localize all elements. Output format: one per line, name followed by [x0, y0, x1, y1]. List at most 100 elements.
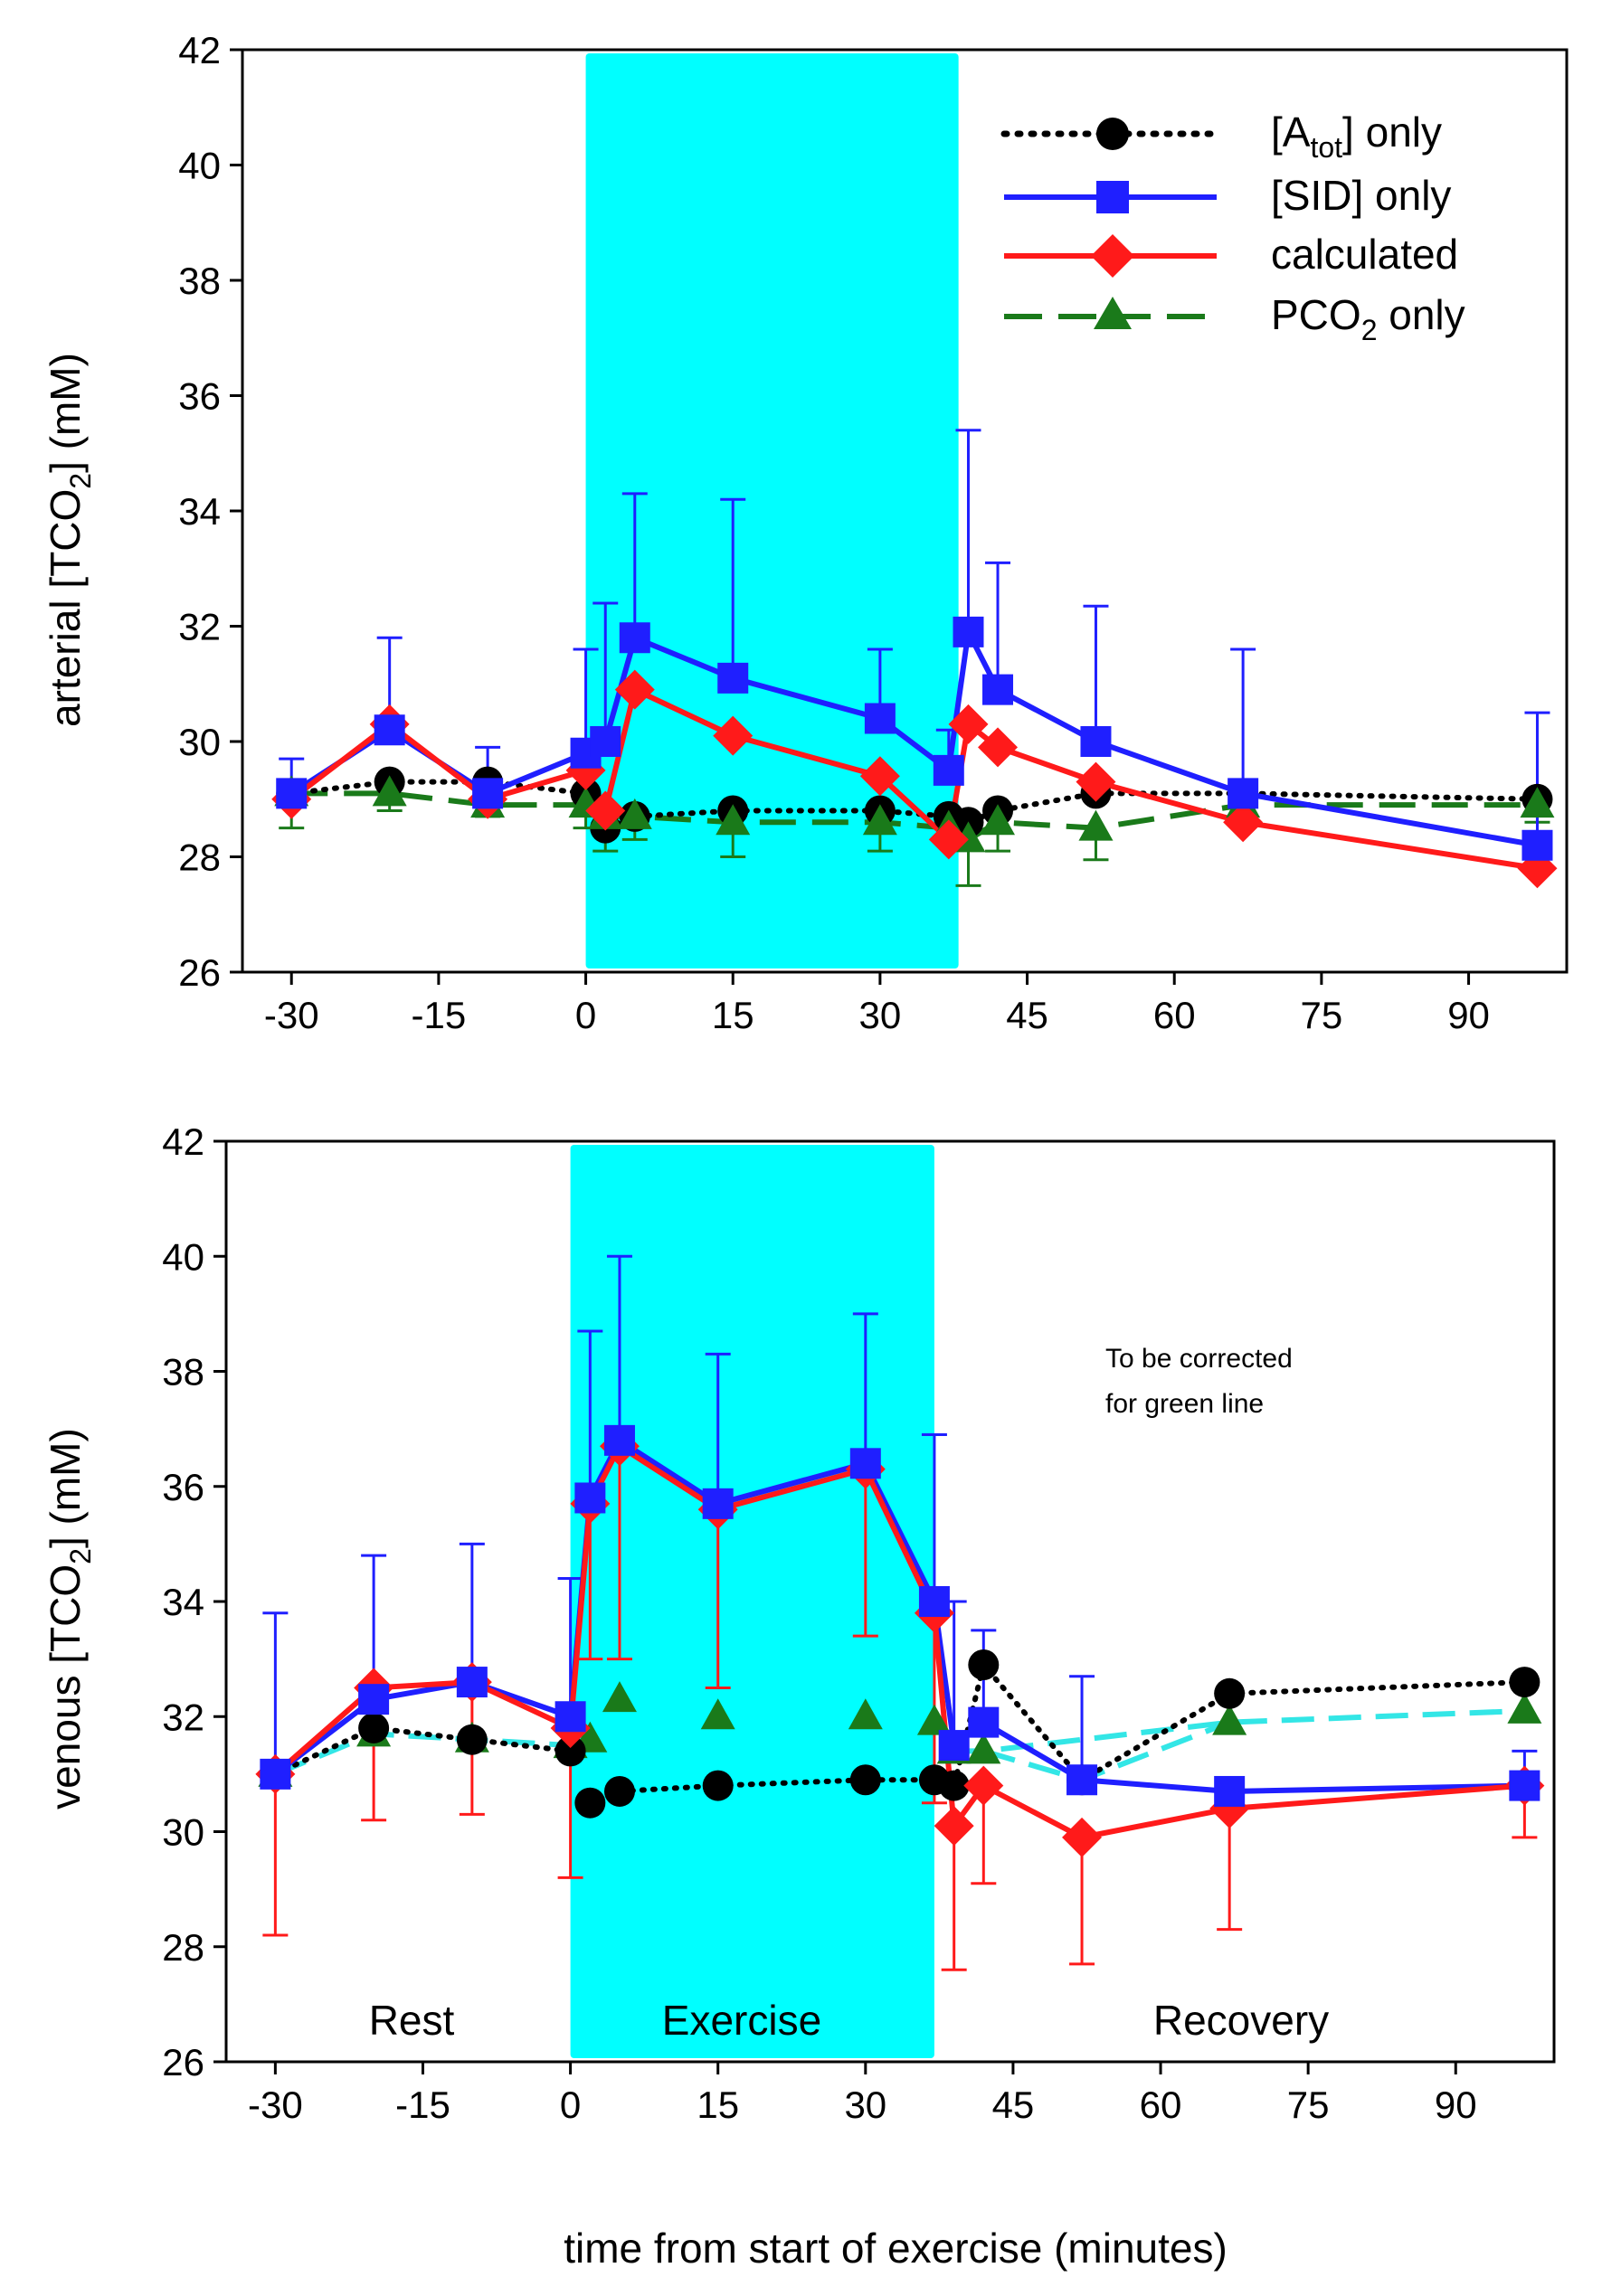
arterial-pco2-point — [1520, 787, 1555, 818]
arterial-pco2-point — [617, 798, 652, 829]
arterial-calc-line — [289, 686, 1538, 872]
arterial-sid-point — [619, 622, 650, 654]
annotation-note-line-2: for green line — [1105, 1389, 1264, 1419]
venous-y-axis-label: venous [TCO2] (mM) — [42, 1428, 97, 1809]
arterial-y-tick-label: 38 — [178, 260, 221, 302]
arterial-y-tick-label: 40 — [178, 145, 221, 187]
venous-x-tick-label: 60 — [1140, 2083, 1182, 2126]
venous-sid-point — [456, 1667, 488, 1698]
arterial-atot-line — [289, 779, 1540, 832]
phase-label-recovery: Recovery — [1153, 1997, 1329, 2044]
arterial-pco2-point — [1078, 809, 1114, 841]
arterial-x-ticks: -30 -15 0 15 30 45 60 75 90 — [264, 972, 1490, 1036]
phase-label-rest: Rest — [369, 1997, 455, 2044]
arterial-x-tick-label: 45 — [1006, 994, 1048, 1036]
arterial-calc-point — [859, 756, 900, 797]
venous-y-ticks: 26 28 30 32 34 36 38 40 42 — [162, 1120, 226, 2083]
arterial-x-tick-label: -30 — [264, 994, 319, 1036]
venous-calc-point — [963, 1765, 1004, 1806]
legend-pco2-marker — [1094, 297, 1132, 329]
arterial-sid-point — [1521, 829, 1553, 861]
venous-y-tick-label: 36 — [162, 1466, 204, 1508]
arterial-y-tick-label: 26 — [178, 951, 221, 994]
venous-sid-point — [918, 1586, 950, 1617]
venous-sid-point — [260, 1758, 291, 1790]
venous-atot-point — [603, 1775, 635, 1807]
venous-y-tick-label: 28 — [162, 1926, 204, 1969]
venous-sid-point — [968, 1706, 1000, 1738]
arterial-calc-point — [1223, 802, 1264, 843]
arterial-x-tick-label: 30 — [859, 994, 902, 1036]
venous-x-tick-label: 15 — [697, 2083, 739, 2126]
arterial-y-tick-label: 42 — [178, 29, 221, 71]
venous-y-tick-label: 42 — [162, 1120, 204, 1163]
venous-series-layer — [255, 1254, 1545, 1971]
venous-y-tick-label: 26 — [162, 2041, 204, 2083]
venous-x-tick-label: 0 — [560, 2083, 581, 2126]
arterial-calc-point — [928, 819, 969, 860]
arterial-y-tick-label: 32 — [178, 606, 221, 648]
phase-label-exercise: Exercise — [662, 1997, 821, 2044]
venous-sid-point — [574, 1482, 606, 1514]
arterial-sid-point — [864, 703, 896, 734]
venous-pco2-point — [1212, 1704, 1247, 1735]
arterial-calc-point — [948, 704, 989, 744]
venous-calc-point — [1062, 1817, 1103, 1857]
venous-pco2-point — [848, 1698, 883, 1730]
arterial-pco2-point — [716, 804, 751, 836]
venous-x-tick-label: -15 — [395, 2083, 450, 2126]
venous-sid-point — [603, 1424, 635, 1456]
arterial-y-tick-label: 30 — [178, 721, 221, 763]
legend-atot-marker — [1096, 118, 1129, 150]
venous-sid-point — [1214, 1775, 1246, 1807]
arterial-sid-line — [289, 628, 1538, 848]
arterial-pco2-point — [372, 775, 407, 807]
legend-atot-label: [Atot] only — [1271, 109, 1442, 164]
arterial-y-tick-label: 34 — [178, 490, 221, 533]
exercise-band-arterial — [585, 53, 959, 968]
legend-item-atot: [Atot] only — [1000, 109, 1442, 164]
arterial-sid-point — [717, 662, 749, 694]
arterial-series-layer — [271, 429, 1558, 889]
arterial-calc-point — [1076, 761, 1116, 802]
arterial-x-tick-label: 90 — [1447, 994, 1490, 1036]
venous-pco2-point — [700, 1698, 735, 1730]
arterial-y-ticks: 26 28 30 32 34 36 38 40 42 — [178, 29, 242, 994]
venous-x-tick-label: -30 — [248, 2083, 303, 2126]
venous-pco2-point — [916, 1704, 952, 1735]
arterial-y-tick-label: 28 — [178, 836, 221, 879]
arterial-sid-point — [472, 778, 504, 809]
arterial-calc-point — [978, 727, 1019, 768]
venous-pco2-point — [602, 1681, 637, 1713]
venous-panel: 26 28 30 32 34 36 38 40 42 -30 -15 0 15 30 45 60 75 90 v… — [42, 1120, 1556, 2272]
arterial-sid-point — [276, 778, 308, 809]
legend-sid-marker — [1096, 181, 1129, 213]
venous-atot-point — [968, 1649, 1000, 1680]
venous-atot-point — [574, 1787, 606, 1819]
legend-item-calc: calculated — [1004, 231, 1458, 278]
venous-sid-point — [1066, 1764, 1098, 1796]
venous-x-tick-label: 45 — [992, 2083, 1035, 2126]
arterial-sid-point — [982, 674, 1014, 705]
venous-atot-point — [849, 1764, 881, 1796]
arterial-y-tick-label: 36 — [178, 375, 221, 418]
annotation-note-line-1: To be corrected — [1105, 1344, 1293, 1374]
arterial-x-tick-label: 60 — [1153, 994, 1196, 1036]
venous-calc-line — [273, 1443, 1525, 1840]
arterial-x-tick-label: 75 — [1301, 994, 1343, 1036]
venous-y-tick-label: 32 — [162, 1696, 204, 1738]
legend-calc-marker — [1091, 234, 1134, 278]
venous-x-tick-label: 75 — [1287, 2083, 1330, 2126]
legend-item-pco2: PCO2 only — [1004, 291, 1465, 346]
venous-atot-point — [1509, 1667, 1540, 1698]
venous-y-tick-label: 30 — [162, 1811, 204, 1854]
arterial-pco2-point — [981, 804, 1016, 836]
arterial-sid-point — [374, 714, 405, 746]
venous-sid-point — [358, 1684, 390, 1715]
venous-atot-line — [272, 1724, 573, 1777]
venous-sid-point — [702, 1488, 734, 1519]
arterial-pco2-line — [291, 790, 1538, 843]
venous-pco2-line — [274, 1731, 571, 1777]
venous-y-tick-label: 40 — [162, 1235, 204, 1278]
arterial-sid-point — [590, 726, 621, 757]
